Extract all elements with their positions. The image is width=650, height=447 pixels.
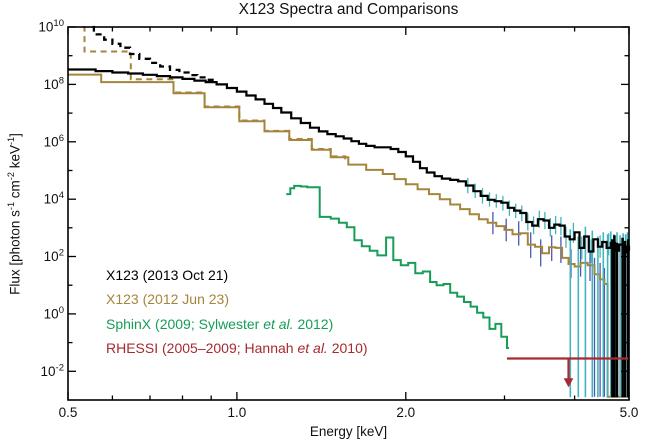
y-axis-label-text: ] xyxy=(7,133,23,137)
series-x123-2012 xyxy=(68,73,629,398)
y-axis-label-sup: -2 xyxy=(6,172,16,181)
y-axis-label-text: Flux [photon s xyxy=(7,210,23,295)
y-axis-tick-label: 106 xyxy=(44,133,64,150)
y-axis-label-sup: -1 xyxy=(6,136,16,146)
legend: X123 (2013 Oct 21) X123 (2012 Jun 23) Sphi… xyxy=(106,263,368,361)
series-sphinx xyxy=(286,184,509,349)
legend-item-1: X123 (2012 Jun 23) xyxy=(106,291,229,308)
legend-item-0: X123 (2013 Oct 21) xyxy=(106,267,229,283)
x-axis-tick-label: 0.5 xyxy=(59,405,78,420)
y-axis-label-sup: -1 xyxy=(6,201,16,211)
y-axis-tick-label: 102 xyxy=(44,248,64,265)
y-axis-tick-label: 104 xyxy=(44,190,64,207)
legend-item-3: RHESSI (2005–2009; Hannah et al. 2010) xyxy=(106,340,368,357)
series-x123-2013-dashed xyxy=(92,25,216,83)
series-x123-2013 xyxy=(68,68,631,254)
y-axis-label: Flux [photon s-1 cm-2 keV-1] xyxy=(6,133,23,295)
x-axis-tick-label: 2.0 xyxy=(396,405,415,420)
legend-item-2: SphinX (2009; Sylwester et al. 2012) xyxy=(106,315,334,332)
y-axis-tick-label: 100 xyxy=(44,305,64,322)
x-axis-tick-label: 1.0 xyxy=(228,405,247,420)
y-axis-tick-label: 10-2 xyxy=(41,362,64,379)
plot-frame xyxy=(67,26,630,401)
chart-title: X123 Spectra and Comparisons xyxy=(238,1,459,18)
x-axis-label: Energy [keV] xyxy=(309,424,388,439)
y-axis-tick-label: 108 xyxy=(44,75,64,92)
y-axis-label-text: keV xyxy=(7,145,23,173)
y-axis-label-text: cm xyxy=(7,180,23,202)
y-axis-tick-label: 1010 xyxy=(38,18,64,35)
x-axis-tick-label: 5.0 xyxy=(620,405,639,420)
series-x123-2012-dashed xyxy=(83,26,347,164)
y-axis-label-wrap: Flux [photon s-1 cm-2 keV-1] xyxy=(0,0,30,447)
rhessi-upper-limit-arrowhead xyxy=(563,378,574,388)
